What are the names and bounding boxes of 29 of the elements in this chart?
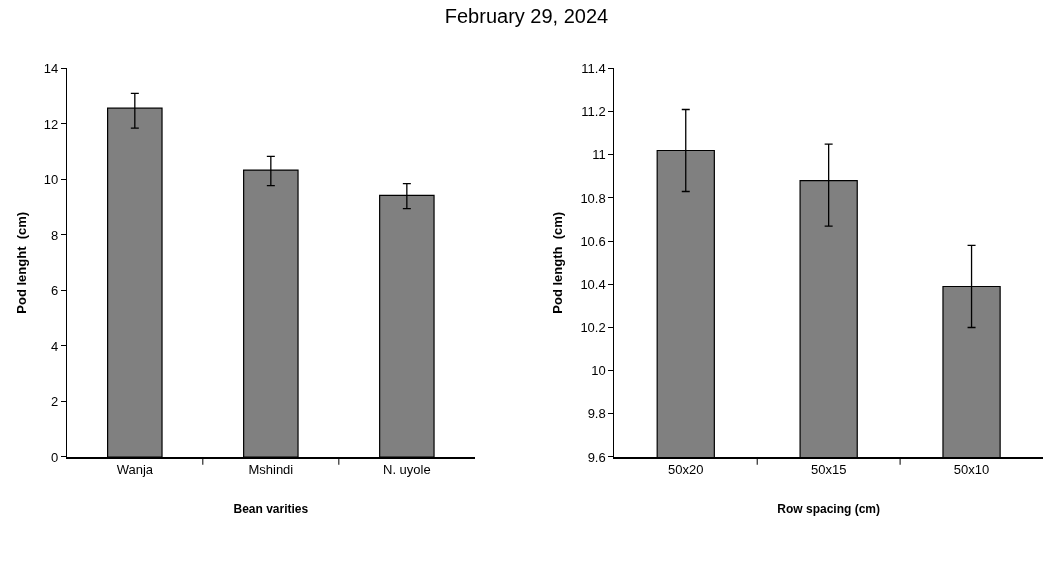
text: February 29, 2024: [444, 4, 609, 27]
y-tick-label: 10.2: [580, 320, 606, 336]
x-tick-label: 50x10: [953, 462, 990, 478]
y-tick-label: 11.4: [581, 61, 606, 77]
x-tick-label: Mshindi: [248, 462, 294, 478]
y-axis-title: Pod length (cm): [550, 211, 566, 314]
y-tick-label: 8: [50, 227, 59, 243]
x-tick-label: 50x15: [810, 462, 847, 478]
y-tick-label: 10: [591, 363, 606, 379]
x-axis-title: Bean varities: [233, 501, 309, 516]
y-tick-label: 10: [43, 172, 59, 188]
y-tick-label: 11: [592, 147, 606, 163]
y-tick-label: 2: [50, 394, 59, 410]
y-tick-label: 6: [50, 283, 59, 299]
x-tick-label: Wanja: [116, 462, 154, 478]
y-tick-label: 4: [50, 338, 59, 354]
y-axis-title: Pod lenght (cm): [13, 211, 29, 314]
y-tick-label: 9.6: [587, 449, 606, 465]
y-tick-label: 10.8: [580, 190, 606, 206]
y-tick-label: 10.4: [580, 276, 606, 292]
x-tick-label: N. uyole: [382, 462, 431, 478]
y-tick-label: 9.8: [587, 406, 606, 422]
y-tick-label: 11.2: [581, 104, 606, 120]
y-tick-label: 14: [43, 61, 59, 77]
x-tick-label: 50x20: [668, 462, 704, 478]
y-tick-label: 10.6: [580, 233, 606, 249]
y-tick-label: 12: [43, 116, 59, 132]
x-axis-title: Row spacing (cm): [777, 501, 880, 516]
y-tick-label: 0: [50, 449, 59, 465]
